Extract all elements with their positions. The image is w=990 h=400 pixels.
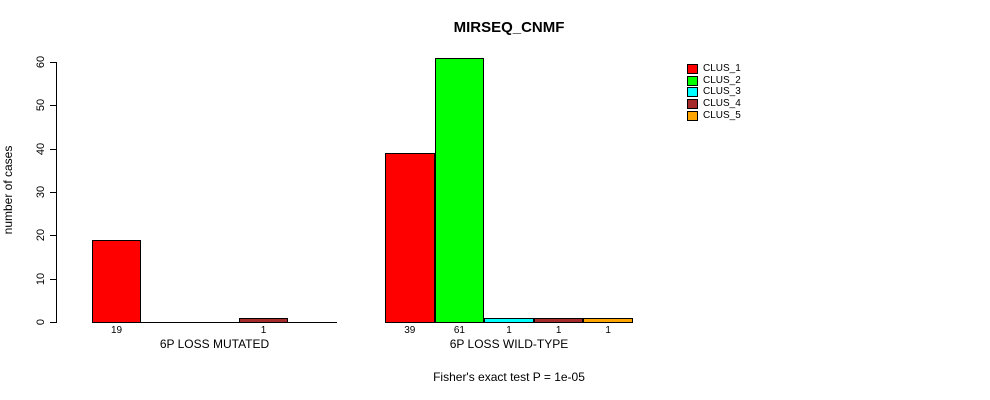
y-axis-line bbox=[56, 62, 57, 323]
x-group-label: 6P LOSS WILD-TYPE bbox=[449, 337, 569, 351]
legend-swatch-CLUS_3 bbox=[687, 87, 698, 98]
legend-label: CLUS_3 bbox=[703, 86, 741, 98]
group-baseline bbox=[92, 322, 337, 323]
y-tick bbox=[50, 148, 56, 150]
y-tick-label: 30 bbox=[35, 185, 47, 199]
y-tick-label: 20 bbox=[35, 229, 47, 242]
legend: CLUS_1 CLUS_2 CLUS_3 CLUS_4 CLUS_5 bbox=[687, 63, 741, 122]
legend-row-CLUS_5: CLUS_5 bbox=[687, 110, 741, 122]
bar-CLUS_3 bbox=[484, 317, 534, 323]
y-tick bbox=[50, 62, 56, 63]
bar-value-label: 1 bbox=[555, 325, 562, 336]
y-tick bbox=[50, 278, 56, 280]
chart-title: MIRSEQ_CNMF bbox=[453, 19, 565, 36]
y-tick bbox=[50, 235, 56, 237]
legend-label: CLUS_1 bbox=[703, 62, 741, 74]
legend-swatch-CLUS_1 bbox=[687, 63, 698, 74]
legend-row-CLUS_3: CLUS_3 bbox=[687, 87, 741, 99]
bar-value-label: 39 bbox=[404, 325, 416, 336]
y-tick-label: 40 bbox=[35, 142, 47, 155]
bar-CLUS_4 bbox=[533, 317, 584, 323]
y-tick bbox=[50, 105, 56, 107]
bar-CLUS_5 bbox=[583, 317, 633, 323]
bar-value-label: 61 bbox=[453, 325, 465, 336]
y-tick bbox=[50, 322, 56, 323]
y-tick-label: 60 bbox=[35, 55, 47, 69]
y-axis-title: number of cases bbox=[1, 145, 15, 235]
y-tick bbox=[50, 192, 56, 193]
legend-label: CLUS_4 bbox=[703, 98, 741, 110]
x-group-label: 6P LOSS MUTATED bbox=[159, 337, 270, 351]
bar-value-label: 1 bbox=[260, 325, 267, 336]
legend-swatch-CLUS_5 bbox=[687, 110, 698, 121]
legend-row-CLUS_4: CLUS_4 bbox=[687, 98, 741, 110]
y-tick-label: 0 bbox=[35, 318, 47, 326]
bar-CLUS_1 bbox=[92, 239, 141, 323]
bar-CLUS_4 bbox=[239, 317, 288, 323]
legend-label: CLUS_5 bbox=[703, 109, 741, 121]
bar-value-label: 1 bbox=[605, 325, 611, 336]
bar-CLUS_1 bbox=[385, 153, 435, 323]
legend-row-CLUS_2: CLUS_2 bbox=[687, 75, 741, 87]
legend-swatch-CLUS_4 bbox=[687, 99, 698, 110]
bar-value-label: 19 bbox=[110, 325, 123, 336]
bar-value-label: 1 bbox=[506, 325, 512, 336]
legend-swatch-CLUS_2 bbox=[687, 75, 698, 86]
y-tick-label: 10 bbox=[35, 272, 47, 285]
bar-CLUS_2 bbox=[434, 57, 485, 323]
legend-label: CLUS_2 bbox=[703, 74, 741, 86]
y-tick-label: 50 bbox=[35, 99, 47, 112]
fisher-test-annotation: Fisher's exact test P = 1e-05 bbox=[433, 370, 585, 384]
legend-row-CLUS_1: CLUS_1 bbox=[687, 63, 741, 75]
